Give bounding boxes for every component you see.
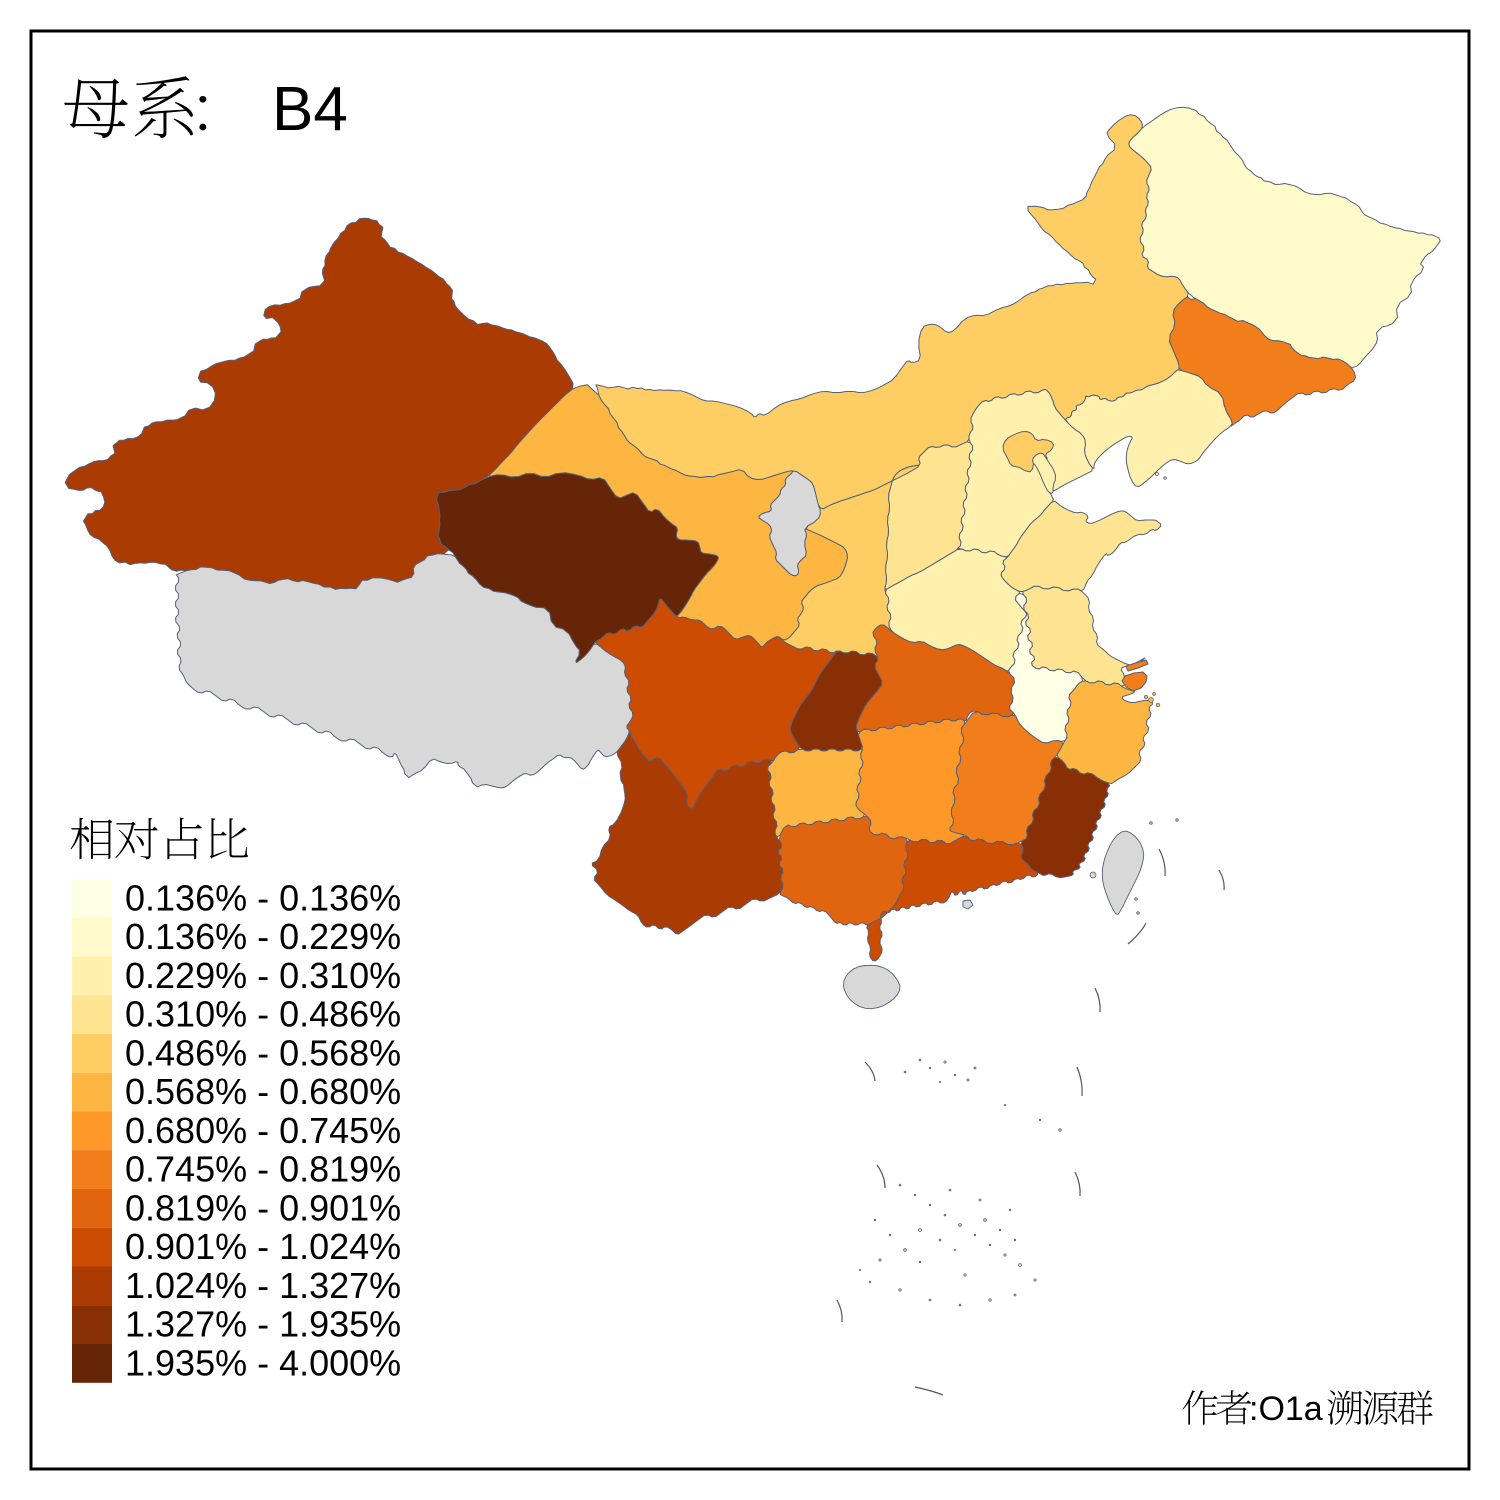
svg-text:0.568% - 0.680%: 0.568% - 0.680% bbox=[125, 1071, 401, 1112]
svg-text:0.901% - 1.024%: 0.901% - 1.024% bbox=[125, 1226, 401, 1267]
svg-text:1.935% - 4.000%: 1.935% - 4.000% bbox=[125, 1342, 401, 1383]
svg-text:0.680% - 0.745%: 0.680% - 0.745% bbox=[125, 1110, 401, 1151]
svg-text:0.310% - 0.486%: 0.310% - 0.486% bbox=[125, 994, 401, 1035]
svg-text:0.136% - 0.229%: 0.136% - 0.229% bbox=[125, 916, 401, 957]
svg-text:0.745% - 0.819%: 0.745% - 0.819% bbox=[125, 1149, 401, 1190]
svg-text:0.819% - 0.901%: 0.819% - 0.901% bbox=[125, 1187, 401, 1228]
svg-text:0.486% - 0.568%: 0.486% - 0.568% bbox=[125, 1032, 401, 1073]
svg-text:B4: B4 bbox=[272, 75, 348, 144]
svg-text:0.229% - 0.310%: 0.229% - 0.310% bbox=[125, 955, 401, 996]
svg-text:1.327% - 1.935%: 1.327% - 1.935% bbox=[125, 1304, 401, 1345]
svg-text:0.136% - 0.136%: 0.136% - 0.136% bbox=[125, 877, 401, 918]
svg-text::O1a: :O1a bbox=[1249, 1390, 1323, 1428]
svg-text:1.024% - 1.327%: 1.024% - 1.327% bbox=[125, 1265, 401, 1306]
